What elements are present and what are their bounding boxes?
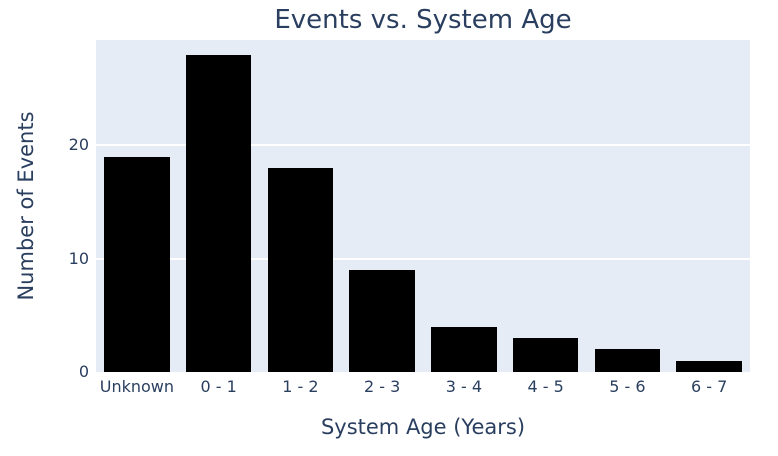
bar — [267, 168, 334, 372]
bar — [594, 349, 661, 372]
gridline — [96, 257, 750, 260]
y-axis-tick-labels: 0 10 20 — [0, 40, 89, 381]
bar — [512, 338, 579, 372]
x-tick-label: 1 - 2 — [282, 377, 319, 396]
x-tick-label: 3 - 4 — [445, 377, 483, 396]
x-tick-label: 2 - 3 — [363, 377, 401, 396]
chart-title: Events vs. System Age — [274, 5, 572, 35]
plot-area — [96, 40, 750, 372]
bar — [185, 54, 252, 372]
bar — [676, 360, 742, 372]
bar — [431, 326, 497, 372]
x-axis-tick-labels: Unknown 0 - 1 1 - 2 2 - 3 3 - 4 4 - 5 5 - 6 6 -… — [96, 377, 750, 397]
x-tick-label: 4 - 5 — [527, 377, 564, 396]
y-tick-label: 0 — [78, 362, 89, 381]
x-axis-title: System Age (Years) — [320, 415, 526, 439]
x-tick-label: 5 - 6 — [609, 377, 646, 396]
y-tick-label: 20 — [68, 135, 89, 155]
x-tick-label: 0 - 1 — [200, 377, 237, 396]
x-tick-label: Unknown — [99, 377, 175, 396]
bar — [104, 156, 170, 372]
y-tick-label: 10 — [68, 248, 89, 268]
gridline — [96, 144, 750, 147]
x-tick-label: 6 - 7 — [690, 377, 728, 396]
bar — [349, 270, 415, 372]
